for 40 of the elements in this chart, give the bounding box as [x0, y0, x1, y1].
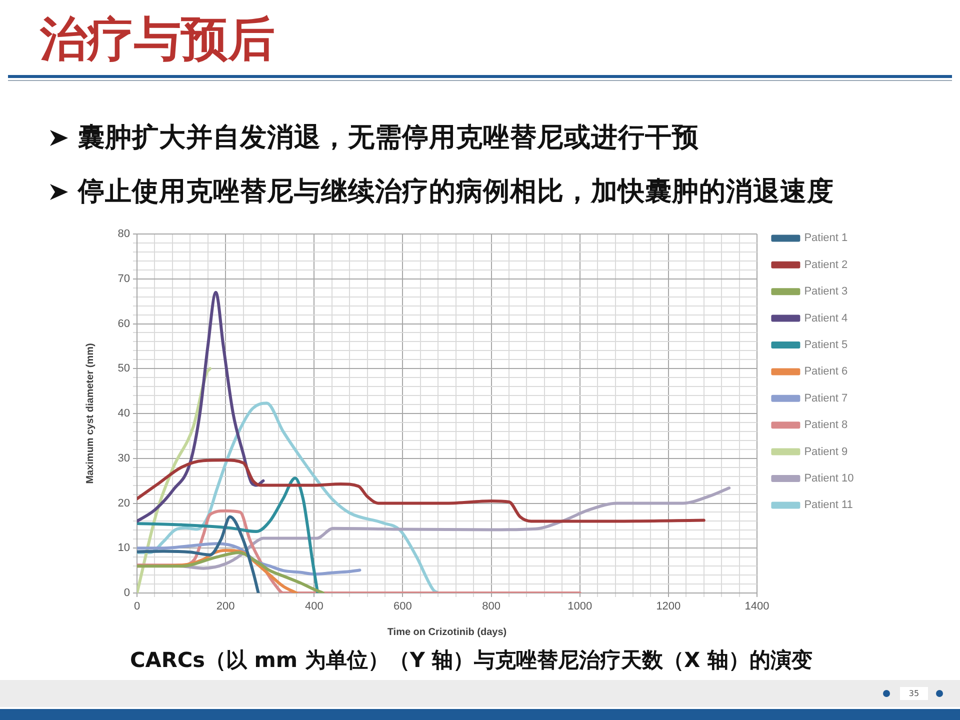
y-tick-label: 50	[118, 362, 130, 375]
legend-label: Patient 1	[804, 232, 848, 244]
text: 35	[900, 687, 928, 700]
y-tick-label: 10	[118, 542, 130, 554]
y-tick-label: 20	[118, 497, 130, 510]
x-tick-label: 400	[304, 600, 324, 613]
legend-label: Patient 11	[804, 499, 853, 512]
legend-label: Patient 5	[804, 339, 848, 352]
x-tick-label: 200	[216, 600, 235, 613]
line-series	[137, 458, 706, 523]
line-series	[137, 290, 265, 523]
y-axis-title: Maximum cyst diameter (mm)	[84, 343, 96, 484]
y-tick-label: 30	[118, 452, 130, 464]
legend-label: Patient 7	[804, 392, 848, 404]
line-series	[137, 515, 260, 593]
x-tick-label: 1400	[744, 600, 770, 613]
y-tick-label: 40	[118, 408, 130, 420]
x-tick-label: 600	[394, 600, 412, 613]
chart-title: 治疗与预后	[40, 11, 275, 69]
x-tick-label: 1000	[568, 600, 592, 613]
text: CARCs（以 mm 为单位）（Y 轴）与克唑替尼治疗天数（X 轴）的演变	[130, 647, 812, 674]
y-tick-label: 70	[118, 272, 130, 285]
x-tick-label: 800	[482, 600, 500, 613]
text: 囊肿扩大并自发消退，无需停用克唑替尼或进行干预	[78, 121, 699, 155]
legend-label: Patient 9	[804, 446, 848, 458]
y-tick-label: 0	[124, 587, 130, 600]
text: 停止使用克唑替尼与继续治疗的病例相比，加快囊肿的消退速度	[78, 175, 834, 209]
legend-label: Patient 2	[804, 258, 848, 271]
line-series	[137, 476, 320, 593]
legend-label: Patient 4	[804, 312, 848, 324]
y-tick-label: 80	[118, 228, 130, 240]
legend-label: Patient 6	[804, 366, 848, 378]
legend-label: Patient 3	[804, 286, 848, 298]
x-tick-label: 1200	[656, 600, 681, 613]
x-tick-label: 0	[134, 600, 140, 613]
line-series	[137, 551, 324, 593]
legend-label: Patient 8	[804, 419, 848, 432]
x-axis-title: Time on Crizotinib (days)	[387, 626, 507, 638]
legend-label: Patient 10	[804, 472, 854, 485]
y-tick-label: 60	[118, 318, 130, 330]
